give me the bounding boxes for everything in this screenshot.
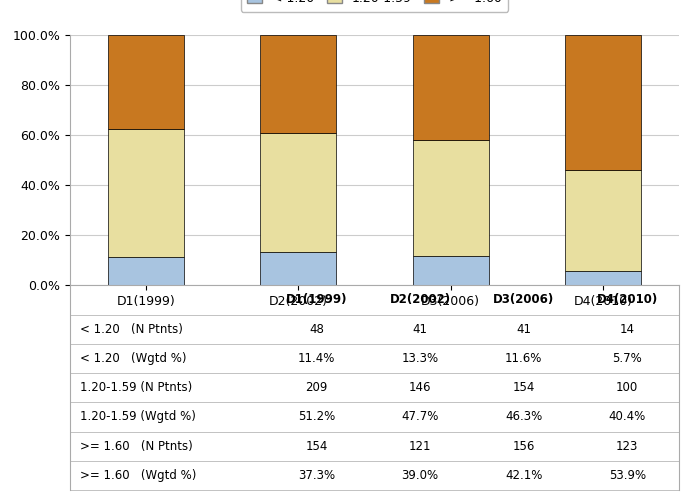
Text: 11.4%: 11.4% (298, 352, 335, 365)
Bar (108, 256, 184, 285)
Text: 48: 48 (309, 322, 324, 336)
Text: 14: 14 (620, 322, 635, 336)
Text: 41: 41 (413, 322, 428, 336)
Bar (412, 140, 489, 256)
Text: D2(2002): D2(2002) (390, 294, 451, 306)
Text: 11.6%: 11.6% (505, 352, 542, 365)
Text: 123: 123 (616, 440, 638, 452)
Text: 1.20-1.59 (Wgtd %): 1.20-1.59 (Wgtd %) (80, 410, 195, 424)
Text: 209: 209 (305, 381, 328, 394)
Text: 39.0%: 39.0% (402, 469, 439, 482)
Bar (260, 252, 337, 285)
Bar (565, 35, 641, 170)
Bar (108, 128, 184, 256)
Text: 100: 100 (616, 381, 638, 394)
Bar (565, 170, 641, 271)
Text: 146: 146 (409, 381, 431, 394)
Text: 42.1%: 42.1% (505, 469, 542, 482)
Text: 154: 154 (512, 381, 535, 394)
Text: D3(2006): D3(2006) (493, 294, 554, 306)
Text: 121: 121 (409, 440, 431, 452)
Text: < 1.20   (N Ptnts): < 1.20 (N Ptnts) (80, 322, 183, 336)
Legend: < 1.20, 1.20-1.59, >= 1.60: < 1.20, 1.20-1.59, >= 1.60 (241, 0, 508, 12)
Text: 156: 156 (512, 440, 535, 452)
Text: 13.3%: 13.3% (402, 352, 439, 365)
Bar (108, 36, 184, 128)
Text: >= 1.60   (Wgtd %): >= 1.60 (Wgtd %) (80, 469, 196, 482)
Text: 5.7%: 5.7% (612, 352, 642, 365)
Bar (565, 271, 641, 285)
Text: 51.2%: 51.2% (298, 410, 335, 424)
Text: 154: 154 (305, 440, 328, 452)
Text: D4(2010): D4(2010) (596, 294, 658, 306)
Bar (412, 35, 489, 140)
Text: D1(1999): D1(1999) (286, 294, 347, 306)
Bar (260, 132, 337, 252)
Bar (260, 35, 337, 132)
Text: 37.3%: 37.3% (298, 469, 335, 482)
Text: < 1.20   (Wgtd %): < 1.20 (Wgtd %) (80, 352, 186, 365)
Text: 41: 41 (516, 322, 531, 336)
Text: 1.20-1.59 (N Ptnts): 1.20-1.59 (N Ptnts) (80, 381, 192, 394)
Text: 47.7%: 47.7% (402, 410, 439, 424)
Text: >= 1.60   (N Ptnts): >= 1.60 (N Ptnts) (80, 440, 192, 452)
Text: 53.9%: 53.9% (609, 469, 646, 482)
Bar (412, 256, 489, 285)
Text: 40.4%: 40.4% (608, 410, 646, 424)
Text: 46.3%: 46.3% (505, 410, 542, 424)
